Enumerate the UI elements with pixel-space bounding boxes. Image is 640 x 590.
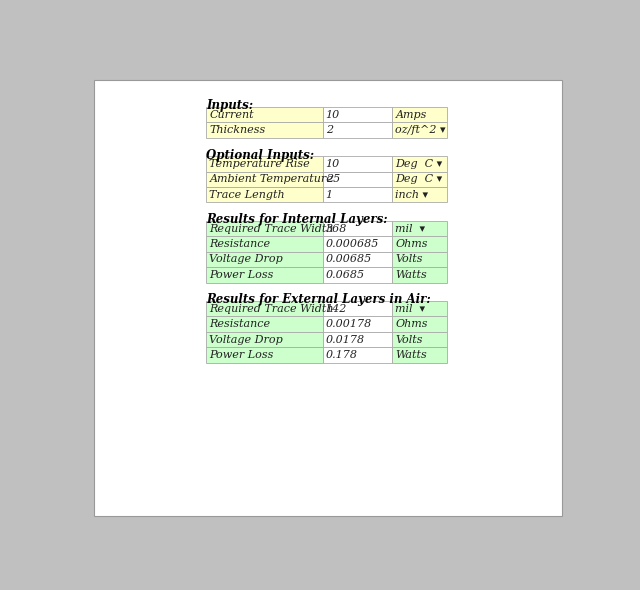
Text: 0.178: 0.178 [326, 350, 358, 360]
Text: Ohms: Ohms [396, 319, 428, 329]
Text: Results for External Layers in Air:: Results for External Layers in Air: [206, 293, 431, 306]
Text: Required Trace Width: Required Trace Width [209, 304, 334, 314]
Bar [206, 237, 323, 252]
Text: 0.000685: 0.000685 [326, 239, 379, 249]
Text: Voltage Drop: Voltage Drop [209, 335, 283, 345]
Bar [206, 332, 323, 348]
Bar [392, 332, 447, 348]
Text: Power Loss: Power Loss [209, 270, 274, 280]
Text: Inputs:: Inputs: [206, 99, 253, 112]
Text: 1: 1 [326, 190, 333, 200]
Bar [392, 348, 447, 363]
Text: Deg  C ▾: Deg C ▾ [396, 175, 443, 184]
Bar [392, 237, 447, 252]
Bar [392, 252, 447, 267]
Text: Trace Length: Trace Length [209, 190, 285, 200]
Text: Ambient Temperature: Ambient Temperature [209, 175, 333, 184]
Bar [206, 301, 323, 316]
Text: inch ▾: inch ▾ [396, 190, 429, 200]
Text: Deg  C ▾: Deg C ▾ [396, 159, 443, 169]
Bar [323, 252, 392, 267]
Bar [392, 187, 447, 202]
Text: 0.00178: 0.00178 [326, 319, 372, 329]
Text: Resistance: Resistance [209, 239, 271, 249]
Text: Optional Inputs:: Optional Inputs: [206, 149, 314, 162]
Bar [323, 107, 392, 122]
Text: Resistance: Resistance [209, 319, 271, 329]
Text: 0.00685: 0.00685 [326, 254, 372, 264]
Bar [323, 122, 392, 138]
Bar [206, 267, 323, 283]
Text: Temperature Rise: Temperature Rise [209, 159, 310, 169]
Bar [206, 172, 323, 187]
Text: Ohms: Ohms [396, 239, 428, 249]
Bar [323, 237, 392, 252]
Text: Results for Internal Layers:: Results for Internal Layers: [206, 213, 388, 226]
Bar [206, 316, 323, 332]
Bar [323, 316, 392, 332]
Text: Voltage Drop: Voltage Drop [209, 254, 283, 264]
Text: mil  ▾: mil ▾ [396, 224, 426, 234]
Bar [392, 156, 447, 172]
Bar [323, 301, 392, 316]
Bar [392, 122, 447, 138]
Text: mil  ▾: mil ▾ [396, 304, 426, 314]
Text: 368: 368 [326, 224, 347, 234]
Bar [206, 156, 323, 172]
Text: Volts: Volts [396, 254, 423, 264]
Bar [206, 187, 323, 202]
Bar [206, 107, 323, 122]
Bar [206, 252, 323, 267]
Text: Power Loss: Power Loss [209, 350, 274, 360]
Bar [206, 122, 323, 138]
Text: Required Trace Width: Required Trace Width [209, 224, 334, 234]
Text: Watts: Watts [396, 270, 427, 280]
Text: Amps: Amps [396, 110, 427, 120]
Text: 0.0685: 0.0685 [326, 270, 365, 280]
Bar [323, 332, 392, 348]
Text: oz/ft^2 ▾: oz/ft^2 ▾ [396, 125, 446, 135]
Bar [323, 267, 392, 283]
Text: 0.0178: 0.0178 [326, 335, 365, 345]
Bar [392, 172, 447, 187]
Text: Watts: Watts [396, 350, 427, 360]
Bar [392, 301, 447, 316]
Bar [392, 221, 447, 237]
Text: 10: 10 [326, 110, 340, 120]
Bar [323, 221, 392, 237]
Text: 2: 2 [326, 125, 333, 135]
Bar [392, 316, 447, 332]
Text: 142: 142 [326, 304, 347, 314]
Text: Current: Current [209, 110, 254, 120]
Text: 25: 25 [326, 175, 340, 184]
Bar [323, 187, 392, 202]
Bar [392, 267, 447, 283]
Bar [206, 221, 323, 237]
Text: 10: 10 [326, 159, 340, 169]
Bar [206, 348, 323, 363]
Bar [323, 156, 392, 172]
Bar [392, 107, 447, 122]
Text: Volts: Volts [396, 335, 423, 345]
Bar [323, 348, 392, 363]
Text: Thickness: Thickness [209, 125, 266, 135]
Bar [323, 172, 392, 187]
